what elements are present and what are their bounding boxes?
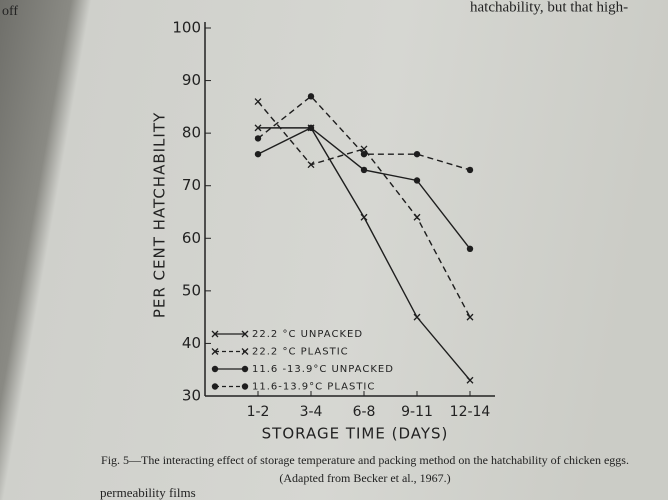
marker xyxy=(360,150,368,158)
source: (Adapted from Becker et al., 1967.) xyxy=(279,471,450,485)
x-tick-label: 3-4 xyxy=(300,404,323,420)
marker xyxy=(307,161,315,169)
marker xyxy=(466,245,474,252)
legend-label: 22.2 °C PLASTIC xyxy=(252,347,349,358)
marker xyxy=(360,213,368,221)
x-tick-label: 6-8 xyxy=(353,404,376,420)
marker xyxy=(360,145,368,153)
y-tick-label: 80 xyxy=(182,124,201,142)
y-tick-label: 30 xyxy=(182,387,201,405)
page-text: permeability films xyxy=(100,485,196,500)
x-axis-title: STORAGE TIME (DAYS) xyxy=(262,425,449,443)
x-tick-label: 9-11 xyxy=(401,404,433,420)
marker xyxy=(307,124,315,132)
legend-marker xyxy=(211,383,219,390)
y-tick-label: 70 xyxy=(182,176,201,194)
caption: Fig. 5—The interacting effect of storage… xyxy=(101,453,629,467)
series-line xyxy=(257,127,471,250)
marker xyxy=(413,213,421,221)
y-tick-label: 40 xyxy=(182,334,201,352)
marker xyxy=(254,150,262,158)
page-text: off xyxy=(2,4,18,19)
page-text: hatchability, but that high- xyxy=(470,0,628,15)
legend-marker xyxy=(241,383,249,390)
marker xyxy=(254,124,262,132)
legend-label: 22.2 °C UNPACKED xyxy=(252,329,363,340)
marker xyxy=(360,166,368,174)
legend-marker xyxy=(241,330,249,338)
x-tick-label: 1-2 xyxy=(247,404,270,420)
y-tick-label: 90 xyxy=(182,71,201,89)
legend-marker xyxy=(211,330,219,338)
marker xyxy=(254,135,262,142)
legend-marker xyxy=(241,348,249,355)
y-axis-title: PER CENT HATCHABILITY xyxy=(151,112,169,318)
marker xyxy=(413,313,421,321)
legend-marker xyxy=(241,365,249,373)
marker xyxy=(254,98,262,106)
series-line xyxy=(257,101,471,318)
legend-label: 11.6-13.9°C PLASTIC xyxy=(252,382,375,393)
y-tick-label: 50 xyxy=(182,281,201,299)
y-tick-label: 100 xyxy=(172,19,201,37)
legend-marker xyxy=(211,348,219,355)
legend-label: 11.6 -13.9°C UNPACKED xyxy=(252,364,394,375)
marker xyxy=(413,150,421,158)
marker xyxy=(307,93,315,100)
x-tick-label: 12-14 xyxy=(450,404,491,420)
marker xyxy=(466,313,474,321)
marker xyxy=(466,166,474,174)
marker xyxy=(413,177,421,184)
series-line xyxy=(257,95,471,171)
y-tick-label: 60 xyxy=(182,229,201,247)
legend-marker xyxy=(211,365,219,373)
marker xyxy=(466,376,474,384)
series-line xyxy=(258,127,471,381)
